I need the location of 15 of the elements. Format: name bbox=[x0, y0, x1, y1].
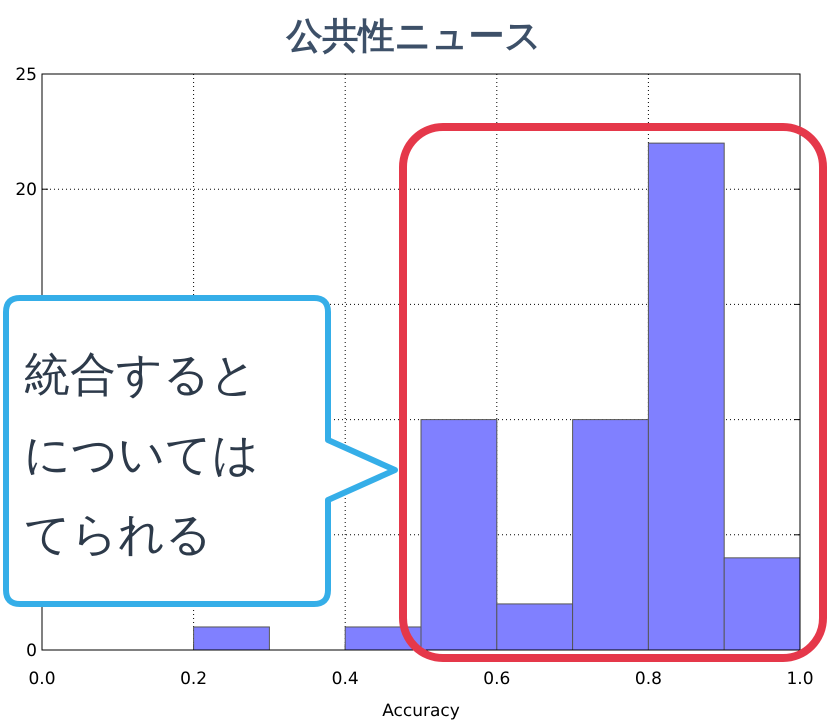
x-tick-label: 1.0 bbox=[786, 669, 814, 689]
x-tick-label: 0.8 bbox=[634, 669, 662, 689]
chart-title: 公共性ニュース bbox=[286, 16, 542, 57]
x-tick-label: 0.0 bbox=[28, 669, 56, 689]
x-tick-label: 0.2 bbox=[180, 669, 208, 689]
callout: 統合すると については てられる bbox=[3, 295, 398, 607]
y-tick-label: 0 bbox=[26, 641, 37, 661]
annotation: 統合すると bbox=[24, 347, 257, 401]
y-tick-label: 20 bbox=[15, 180, 37, 200]
annotation: については bbox=[24, 427, 259, 481]
x-axis-title: Accuracy bbox=[382, 701, 460, 721]
x-tick-label: 0.6 bbox=[483, 669, 510, 689]
annotation: てられる bbox=[24, 507, 212, 561]
x-tick-label: 0.4 bbox=[332, 669, 359, 689]
y-tick-label: 25 bbox=[15, 65, 37, 85]
